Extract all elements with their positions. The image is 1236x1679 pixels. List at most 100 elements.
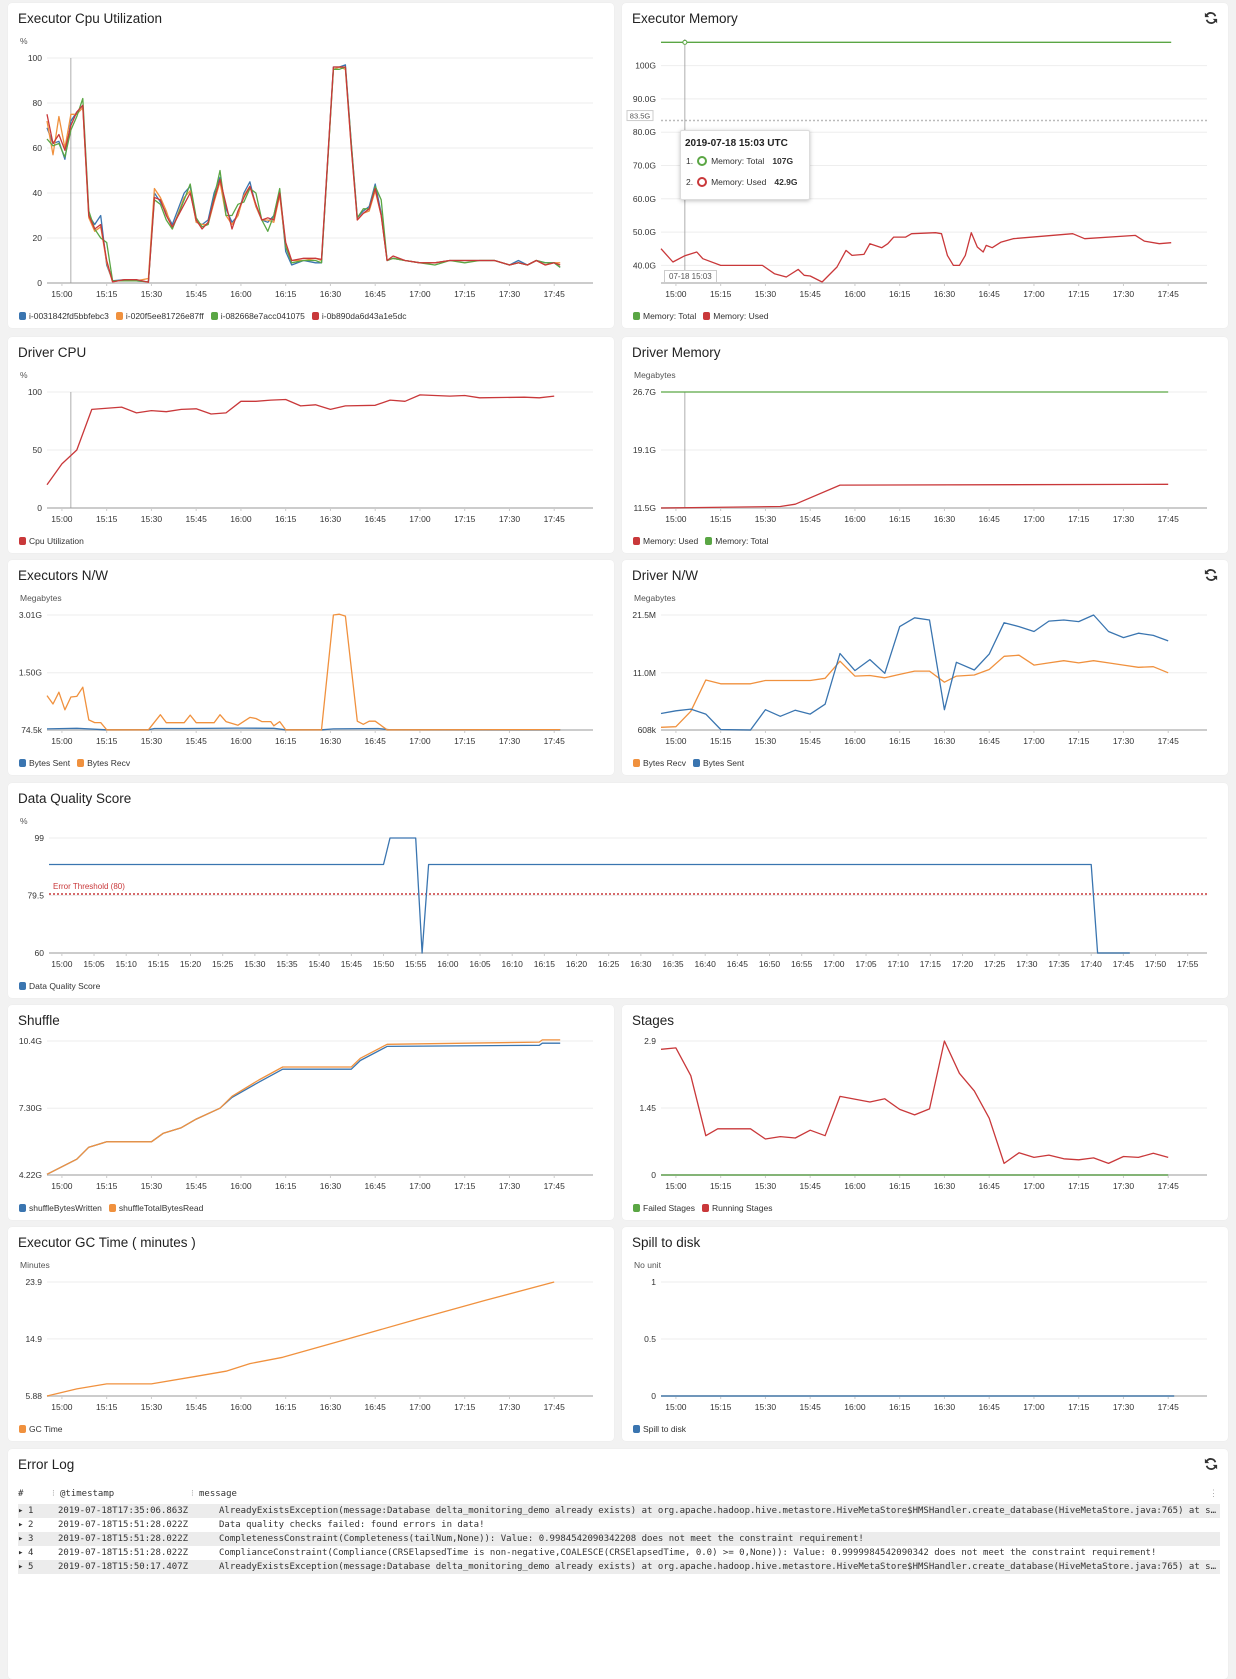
x-tick-label: 17:15 (454, 736, 476, 746)
legend-swatch (19, 1204, 26, 1212)
legend-item[interactable]: Cpu Utilization (19, 536, 84, 546)
legend-label: Bytes Recv (643, 758, 686, 768)
refresh-icon[interactable] (1204, 568, 1218, 582)
column-header-message[interactable]: message (199, 1489, 237, 1499)
x-tick-label: 15:15 (710, 1402, 732, 1412)
log-row[interactable]: ▸ 2 2019-07-18T15:51:28.022Z Data qualit… (18, 1518, 1220, 1532)
refresh-icon[interactable] (1204, 11, 1218, 25)
legend-item[interactable]: shuffleTotalBytesRead (108, 1203, 203, 1213)
x-tick-label: 17:00 (409, 289, 431, 299)
x-tick-label: 17:15 (1068, 1402, 1090, 1412)
x-tick-label: 15:45 (800, 1402, 822, 1412)
x-tick-label: 15:10 (116, 959, 138, 969)
x-tick-label: 17:15 (1068, 289, 1090, 299)
x-tick-label: 17:55 (1177, 959, 1199, 969)
row-timestamp: 2019-07-18T15:51:28.022Z (58, 1548, 189, 1558)
log-row[interactable]: ▸ 4 2019-07-18T15:51:28.022Z ComplianceC… (18, 1546, 1220, 1560)
legend-item[interactable]: Memory: Used (703, 311, 769, 321)
refresh-icon[interactable] (1204, 1457, 1218, 1471)
y-tick-label: 23.9 (25, 1277, 42, 1287)
legend-item[interactable]: Bytes Recv (633, 758, 686, 768)
legend-swatch (633, 759, 640, 767)
legend-item[interactable]: Spill to disk (633, 1424, 686, 1434)
legend-label: Memory: Used (643, 536, 699, 546)
x-tick-label: 17:20 (952, 959, 974, 969)
log-row[interactable]: ▸ 1 2019-07-18T17:35:06.863Z AlreadyExis… (18, 1504, 1220, 1518)
log-row[interactable]: ▸ 5 2019-07-18T15:50:17.407Z AlreadyExis… (18, 1560, 1220, 1574)
y-tick-label: 0 (37, 503, 42, 513)
x-tick-label: 15:00 (51, 959, 73, 969)
x-tick-label: 16:45 (365, 1181, 387, 1191)
tooltip-value: 42.9G (774, 177, 798, 187)
tooltip-index: 1. (686, 156, 694, 166)
legend-item[interactable]: i-020f5ee81726e87ff (115, 311, 204, 321)
legend-label: Bytes Sent (703, 758, 745, 768)
x-tick-label: 15:30 (141, 514, 163, 524)
expand-row-icon[interactable]: ▸ (18, 1548, 24, 1558)
y-unit-label: Minutes (20, 1260, 50, 1270)
legend: i-0031842fd5bbfebc3 i-020f5ee81726e87ff i-… (19, 311, 406, 321)
x-tick-label: 16:30 (934, 289, 956, 299)
legend-item[interactable]: Memory: Used (633, 536, 698, 546)
y-tick-label: 80.0G (633, 127, 656, 137)
x-tick-label: 15:15 (96, 514, 118, 524)
x-tick-label: 17:30 (499, 1402, 521, 1412)
annotation-label: Error Threshold (80) (53, 882, 125, 891)
legend-item[interactable]: Data Quality Score (19, 981, 100, 991)
legend-label: Spill to disk (643, 1424, 686, 1434)
row-message: ComplianceConstraint(Compliance(CRSElaps… (219, 1548, 1157, 1558)
y-tick-label: 0 (651, 1170, 656, 1180)
x-tick-label: 17:00 (1023, 1181, 1045, 1191)
legend-item[interactable]: Failed Stages (633, 1203, 695, 1213)
x-tick-label: 17:45 (544, 1402, 566, 1412)
expand-row-icon[interactable]: ▸ (18, 1506, 24, 1516)
x-tick-label: 17:30 (1113, 514, 1135, 524)
row-index: 5 (28, 1562, 34, 1572)
row-index: 2 (28, 1520, 34, 1530)
series-line (46, 66, 561, 283)
kebab-icon[interactable]: ⋮ (1209, 1489, 1218, 1499)
legend-item[interactable]: i-0031842fd5bbfebc3 (19, 311, 109, 321)
legend-item[interactable]: Bytes Sent (693, 758, 744, 768)
panel-executors-nw: 74.5k 1.50G 3.01G 15:00 15:15 15:30 15:45 16:00… (8, 560, 614, 775)
column-header-timestamp[interactable]: @timestamp (60, 1489, 115, 1499)
column-header-index[interactable]: # (18, 1489, 24, 1499)
column-resize-handle[interactable]: ⁝ (52, 1489, 55, 1499)
chart-canvas: 0 50 100 15:00 15:15 15:30 15:45 16:00 16:15 16:3… (28, 387, 593, 524)
series-line (46, 1039, 561, 1175)
panel-data-quality-score: 60 79.5 99 15:00 15:05 15:10 15:15 15:20 15:25 15… (8, 783, 1228, 998)
chart-canvas: 5.88 14.9 23.9 15:00 15:15 15:30 15:45 16:00 16:… (25, 1277, 593, 1412)
legend-item[interactable]: Bytes Sent (19, 758, 70, 768)
tooltip-label: Memory: Total (711, 156, 765, 166)
y-tick-label: 19.1G (633, 445, 656, 455)
x-tick-label: 16:15 (275, 1402, 297, 1412)
legend-item[interactable]: GC Time (19, 1424, 63, 1434)
expand-row-icon[interactable]: ▸ (18, 1534, 24, 1544)
x-tick-label: 15:00 (665, 1181, 687, 1191)
y-unit-label: % (20, 36, 28, 46)
legend-item[interactable]: Memory: Total (705, 536, 769, 546)
legend-item[interactable]: shuffleBytesWritten (19, 1203, 102, 1213)
x-tick-label: 15:00 (665, 289, 687, 299)
legend-item[interactable]: Running Stages (701, 1203, 772, 1213)
x-tick-label: 16:15 (275, 1181, 297, 1191)
y-tick-label: 74.5k (21, 725, 43, 735)
row-message: AlreadyExistsException(message:Database … (219, 1506, 1220, 1516)
legend-item[interactable]: i-0b890da6d43a1e5dc (311, 311, 406, 321)
log-row[interactable]: ▸ 3 2019-07-18T15:51:28.022Z Completenes… (18, 1532, 1220, 1546)
legend-item[interactable]: Bytes Recv (77, 758, 130, 768)
legend: Cpu Utilization (19, 536, 84, 546)
legend-item[interactable]: Memory: Total (633, 311, 696, 321)
legend-item[interactable]: i-082668e7acc041075 (210, 311, 305, 321)
legend-swatch (633, 312, 640, 320)
x-tick-label: 15:00 (51, 736, 73, 746)
x-tick-label: 15:15 (96, 1402, 118, 1412)
expand-row-icon[interactable]: ▸ (18, 1520, 24, 1530)
x-tick-label: 15:30 (141, 1402, 163, 1412)
y-tick-label: 14.9 (25, 1334, 42, 1344)
x-tick-label: 17:15 (454, 289, 476, 299)
column-resize-handle[interactable]: ⁝ (191, 1489, 194, 1499)
panel-spill-to-disk: 0 0.5 1 15:00 15:15 15:30 15:45 16:00 16:15 16:30… (622, 1227, 1228, 1441)
expand-row-icon[interactable]: ▸ (18, 1562, 24, 1572)
panel-title: Data Quality Score (18, 791, 132, 806)
